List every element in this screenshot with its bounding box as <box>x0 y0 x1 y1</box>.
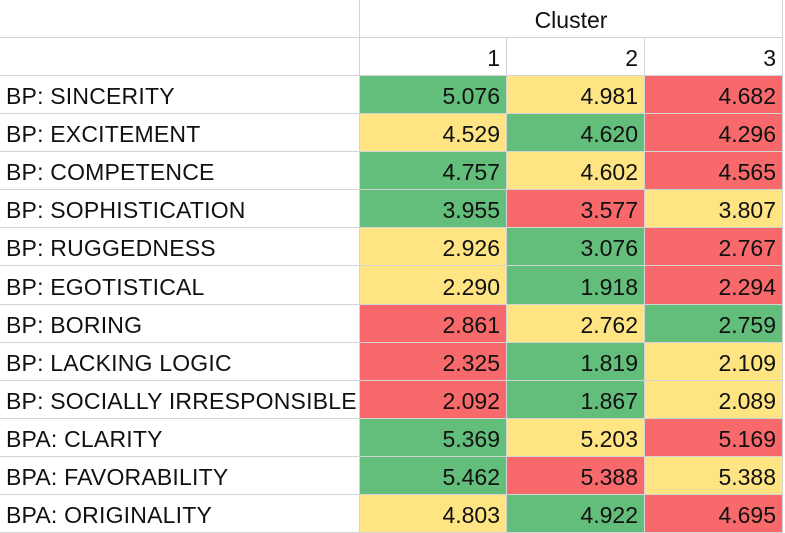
cluster-id-3[interactable]: 3 <box>645 38 783 76</box>
value-cell-cluster-2[interactable]: 1.867 <box>507 380 645 419</box>
value-cell-cluster-3[interactable]: 2.089 <box>645 380 783 419</box>
value-cell-cluster-1[interactable]: 2.861 <box>360 304 507 343</box>
value-cell-cluster-3[interactable]: 3.807 <box>645 190 783 229</box>
value-cell-cluster-2[interactable]: 4.981 <box>507 76 645 115</box>
value-cell-cluster-2[interactable]: 4.620 <box>507 114 645 153</box>
value-cell-cluster-1[interactable]: 2.290 <box>360 266 507 305</box>
value-cell-cluster-3[interactable]: 2.767 <box>645 228 783 267</box>
cluster-header[interactable]: Cluster <box>360 0 783 38</box>
value-cell-cluster-3[interactable]: 4.695 <box>645 495 783 533</box>
row-label[interactable]: BP: SOPHISTICATION <box>0 190 360 229</box>
corner-cell-2[interactable] <box>0 38 360 76</box>
value-cell-cluster-3[interactable]: 5.169 <box>645 418 783 457</box>
row-label[interactable]: BP: SOCIALLY IRRESPONSIBLE <box>0 380 360 419</box>
value-cell-cluster-3[interactable]: 2.109 <box>645 342 783 381</box>
row-label[interactable]: BP: EXCITEMENT <box>0 114 360 153</box>
value-cell-cluster-2[interactable]: 5.203 <box>507 418 645 457</box>
row-label[interactable]: BPA: FAVORABILITY <box>0 456 360 496</box>
value-cell-cluster-1[interactable]: 5.076 <box>360 76 507 115</box>
value-cell-cluster-1[interactable]: 2.325 <box>360 342 507 381</box>
value-cell-cluster-2[interactable]: 2.762 <box>507 304 645 343</box>
value-cell-cluster-3[interactable]: 4.296 <box>645 114 783 153</box>
value-cell-cluster-3[interactable]: 4.682 <box>645 76 783 115</box>
corner-cell[interactable] <box>0 0 360 38</box>
row-label[interactable]: BP: RUGGEDNESS <box>0 228 360 267</box>
value-cell-cluster-1[interactable]: 2.926 <box>360 228 507 267</box>
value-cell-cluster-2[interactable]: 4.602 <box>507 152 645 191</box>
value-cell-cluster-2[interactable]: 1.918 <box>507 266 645 305</box>
value-cell-cluster-2[interactable]: 1.819 <box>507 342 645 381</box>
value-cell-cluster-3[interactable]: 4.565 <box>645 152 783 191</box>
row-label[interactable]: BPA: CLARITY <box>0 418 360 457</box>
value-cell-cluster-1[interactable]: 5.369 <box>360 418 507 457</box>
row-label[interactable]: BP: LACKING LOGIC <box>0 342 360 381</box>
value-cell-cluster-1[interactable]: 3.955 <box>360 190 507 229</box>
value-cell-cluster-3[interactable]: 2.759 <box>645 304 783 343</box>
value-cell-cluster-1[interactable]: 2.092 <box>360 380 507 419</box>
row-label[interactable]: BP: SINCERITY <box>0 76 360 115</box>
cluster-id-2[interactable]: 2 <box>507 38 645 76</box>
value-cell-cluster-2[interactable]: 4.922 <box>507 495 645 533</box>
row-label[interactable]: BP: BORING <box>0 304 360 343</box>
value-cell-cluster-2[interactable]: 5.388 <box>507 456 645 496</box>
value-cell-cluster-1[interactable]: 4.529 <box>360 114 507 153</box>
row-label[interactable]: BP: EGOTISTICAL <box>0 266 360 305</box>
row-label[interactable]: BP: COMPETENCE <box>0 152 360 191</box>
value-cell-cluster-1[interactable]: 4.803 <box>360 495 507 533</box>
value-cell-cluster-1[interactable]: 4.757 <box>360 152 507 191</box>
row-label[interactable]: BPA: ORIGINALITY <box>0 495 360 533</box>
value-cell-cluster-3[interactable]: 5.388 <box>645 456 783 496</box>
value-cell-cluster-2[interactable]: 3.076 <box>507 228 645 267</box>
value-cell-cluster-3[interactable]: 2.294 <box>645 266 783 305</box>
value-cell-cluster-1[interactable]: 5.462 <box>360 456 507 496</box>
cluster-id-1[interactable]: 1 <box>360 38 507 76</box>
value-cell-cluster-2[interactable]: 3.577 <box>507 190 645 229</box>
